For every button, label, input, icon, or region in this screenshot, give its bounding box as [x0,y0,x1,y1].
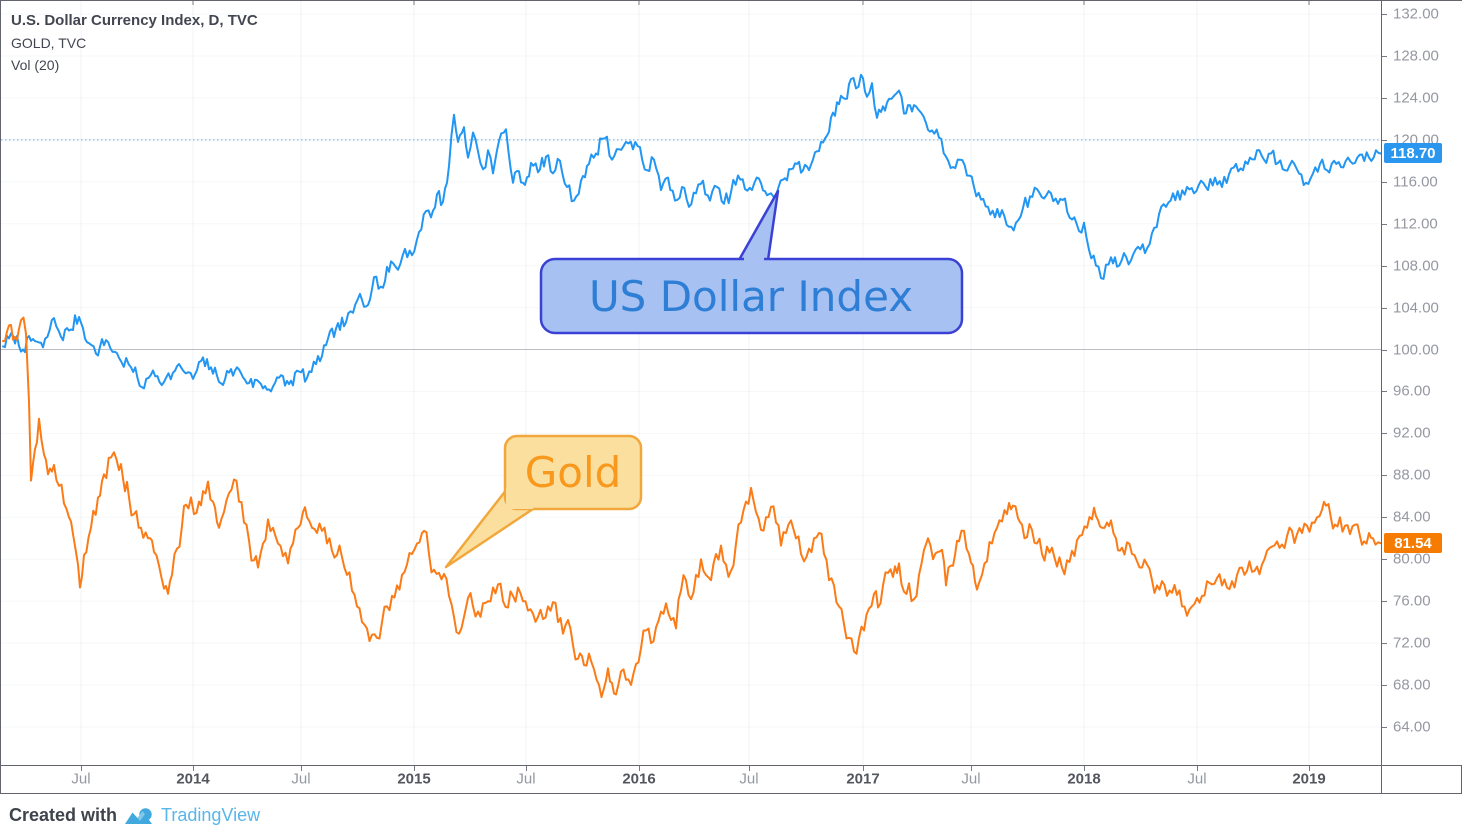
symbol-legend: U.S. Dollar Currency Index, D, TVC GOLD,… [11,10,258,76]
price-axis-tick [1382,55,1387,57]
time-axis-label-Jul: Jul [961,770,981,788]
time-axis-label-2016: 2016 [622,770,656,788]
price-axis-label: 80.00 [1393,550,1431,568]
price-axis-label: 128.00 [1393,47,1439,65]
price-axis-label: 116.00 [1393,173,1438,191]
price-axis-tick [1382,726,1387,728]
price-axis-label: 76.00 [1393,592,1431,610]
price-axis-label: 68.00 [1393,676,1431,694]
volume-indicator-label[interactable]: Vol (20) [11,57,60,73]
usd-index-line[interactable] [2,73,1381,393]
gold-callout-joint [506,488,534,509]
price-axis-tick [1382,517,1387,519]
time-axis-tick [193,766,194,771]
gold-callout-label: Gold [525,448,622,497]
usd-callout-joint [744,254,764,268]
gold-callout[interactable]: Gold [433,429,658,579]
price-axis-tick [1382,643,1387,645]
price-axis-tick [1382,307,1387,309]
time-axis-label-Jul: Jul [71,770,91,788]
price-axis-label: 104.00 [1393,299,1439,317]
price-axis-label: 96.00 [1393,382,1431,400]
time-axis-label-2019: 2019 [1292,770,1326,788]
time-axis-tick [526,766,527,771]
price-axis-label: 112.00 [1393,215,1438,233]
time-axis-tick [1197,766,1198,771]
time-axis-tick [81,766,82,771]
usd-callout-tail [737,189,780,262]
time-axis-label-2018: 2018 [1067,770,1101,788]
price-axis-label: 64.00 [1393,718,1431,736]
usd-index-callout[interactable]: US Dollar Index [536,184,971,339]
time-axis-label-Jul: Jul [1187,770,1207,788]
time-axis[interactable]: Jul 2014 Jul 2015 Jul 2016 Jul 2017 Jul 2018 Jul 20… [1,765,1461,793]
gold-last-price-badge: 81.54 [1384,533,1442,554]
price-axis-tick [1382,433,1387,435]
gold-line[interactable] [2,316,1381,699]
price-axis-tick [1382,559,1387,561]
time-axis-label-Jul: Jul [739,770,759,788]
time-axis-tick [639,766,640,771]
price-axis-label: 92.00 [1393,424,1431,442]
time-axis-label-2015: 2015 [397,770,431,788]
time-axis-tick [1309,766,1310,771]
tradingview-brand-link[interactable]: TradingView [161,805,261,825]
price-chart-plot[interactable] [1,1,1381,765]
time-axis-label-2014: 2014 [176,770,210,788]
time-axis-tick [1084,766,1085,771]
price-axis-tick [1382,139,1387,141]
price-axis-label: 88.00 [1393,466,1431,484]
price-axis[interactable]: 132.00 128.00 124.00 120.00 116.00 112.00 108.… [1381,1,1462,765]
time-axis-label-Jul: Jul [291,770,311,788]
symbol-compare-label[interactable]: GOLD, TVC [11,35,87,51]
axis-corner-divider [1381,766,1382,793]
usd-callout-label: US Dollar Index [589,272,913,321]
symbol-title[interactable]: U.S. Dollar Currency Index, D, TVC [11,12,258,29]
price-axis-label: 108.00 [1393,257,1439,275]
time-axis-tick [863,766,864,771]
price-axis-label: 100.00 [1393,341,1439,359]
time-axis-label-Jul: Jul [516,770,536,788]
time-axis-tick [301,766,302,771]
price-axis-label: 72.00 [1393,634,1431,652]
time-axis-tick [971,766,972,771]
price-axis-tick [1382,181,1387,183]
price-axis-tick [1382,223,1387,225]
price-axis-tick [1382,391,1387,393]
created-with-text: Created with [9,805,118,825]
gold-callout-box [503,434,643,511]
price-axis-tick [1382,14,1387,15]
time-axis-label-2017: 2017 [846,770,880,788]
chart-area[interactable]: U.S. Dollar Currency Index, D, TVC GOLD,… [0,0,1462,794]
time-axis-tick [749,766,750,771]
price-axis-tick [1382,349,1387,351]
price-axis-tick [1382,685,1387,687]
tradingview-logo-icon[interactable] [124,806,154,826]
attribution-footer: Created with TradingView [0,793,1462,838]
price-axis-label: 132.00 [1393,5,1439,23]
price-axis-label: 124.00 [1393,89,1439,107]
price-axis-tick [1382,265,1387,267]
time-axis-tick [414,766,415,771]
usd-last-price-badge: 118.70 [1384,143,1442,164]
price-axis-tick [1382,601,1387,603]
price-axis-label: 84.00 [1393,508,1431,526]
price-axis-tick [1382,475,1387,477]
price-axis-tick [1382,97,1387,99]
